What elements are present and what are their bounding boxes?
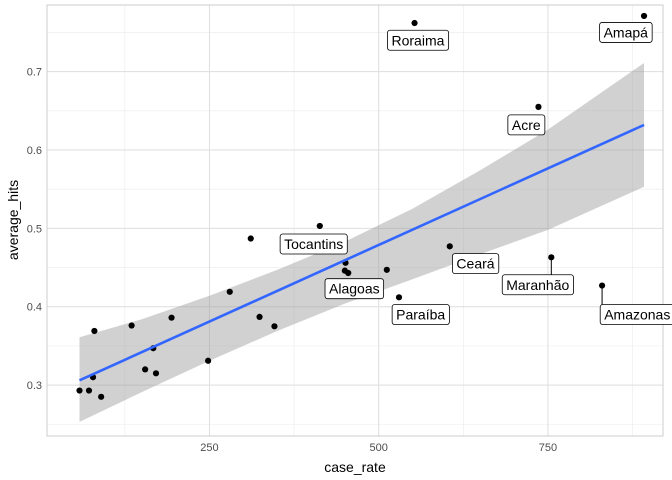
grid-minor-lines [47,5,663,436]
data-point [152,370,160,377]
point-label-box [391,304,450,325]
x-tick-label: 750 [539,442,557,454]
data-point [226,288,233,295]
y-tick-label: 0.5 [27,223,42,235]
x-tick-label: 250 [200,442,218,454]
data-point [91,327,98,335]
data-point [411,19,418,27]
point-label-text: Paraíba [396,307,445,323]
point-label-box [324,278,385,300]
point-labels: Roraima Amapá Acre Tocantins Ceará Maranhão Al… [279,22,672,325]
y-tick-label: 0.7 [27,67,42,79]
y-axis-title: average_hits [5,180,21,260]
data-point [85,387,93,394]
point-label-box [599,304,672,325]
point-label-text: Amapá [604,24,649,40]
data-points [76,12,648,400]
point-label-text: Ceará [456,256,494,272]
data-point [271,323,278,330]
point-label-text: Amazonas [604,307,670,323]
point-label-box [599,22,653,43]
plot-panel-border [46,4,664,437]
point-label-text: Roraima [392,32,445,48]
data-point [128,322,135,329]
point-label-text: Acre [512,117,541,133]
data-point [142,366,149,373]
point-label-box [279,233,348,255]
data-point [205,357,212,364]
data-point [98,393,105,400]
data-point [256,313,263,320]
y-tick-label: 0.3 [27,380,42,392]
y-tick-label: 0.6 [27,145,42,157]
data-point [640,12,648,20]
data-point [247,235,254,242]
x-axis-title: case_rate [324,459,386,475]
x-axis-ticks: 250 500 750 [200,442,557,454]
point-label-text: Maranhão [506,277,569,293]
point-label-box [501,274,574,296]
data-point [76,387,83,394]
x-tick-label: 500 [370,442,388,454]
point-label-box [452,253,500,275]
y-axis-ticks: 0.3 0.4 0.5 0.6 0.7 [27,67,42,392]
data-point [316,222,323,230]
point-label-box [387,29,450,51]
grid-major-lines [47,5,663,436]
data-point [535,103,542,110]
data-point [168,314,175,321]
y-tick-label: 0.4 [27,302,42,314]
trend-line [78,123,645,382]
data-point [383,266,390,273]
data-point [341,267,348,274]
point-label-text: Tocantins [284,236,343,252]
point-label-box [507,114,546,136]
confidence-band [79,63,644,422]
data-point [446,243,453,250]
point-label-text: Alagoas [329,281,380,297]
data-point [395,294,403,301]
